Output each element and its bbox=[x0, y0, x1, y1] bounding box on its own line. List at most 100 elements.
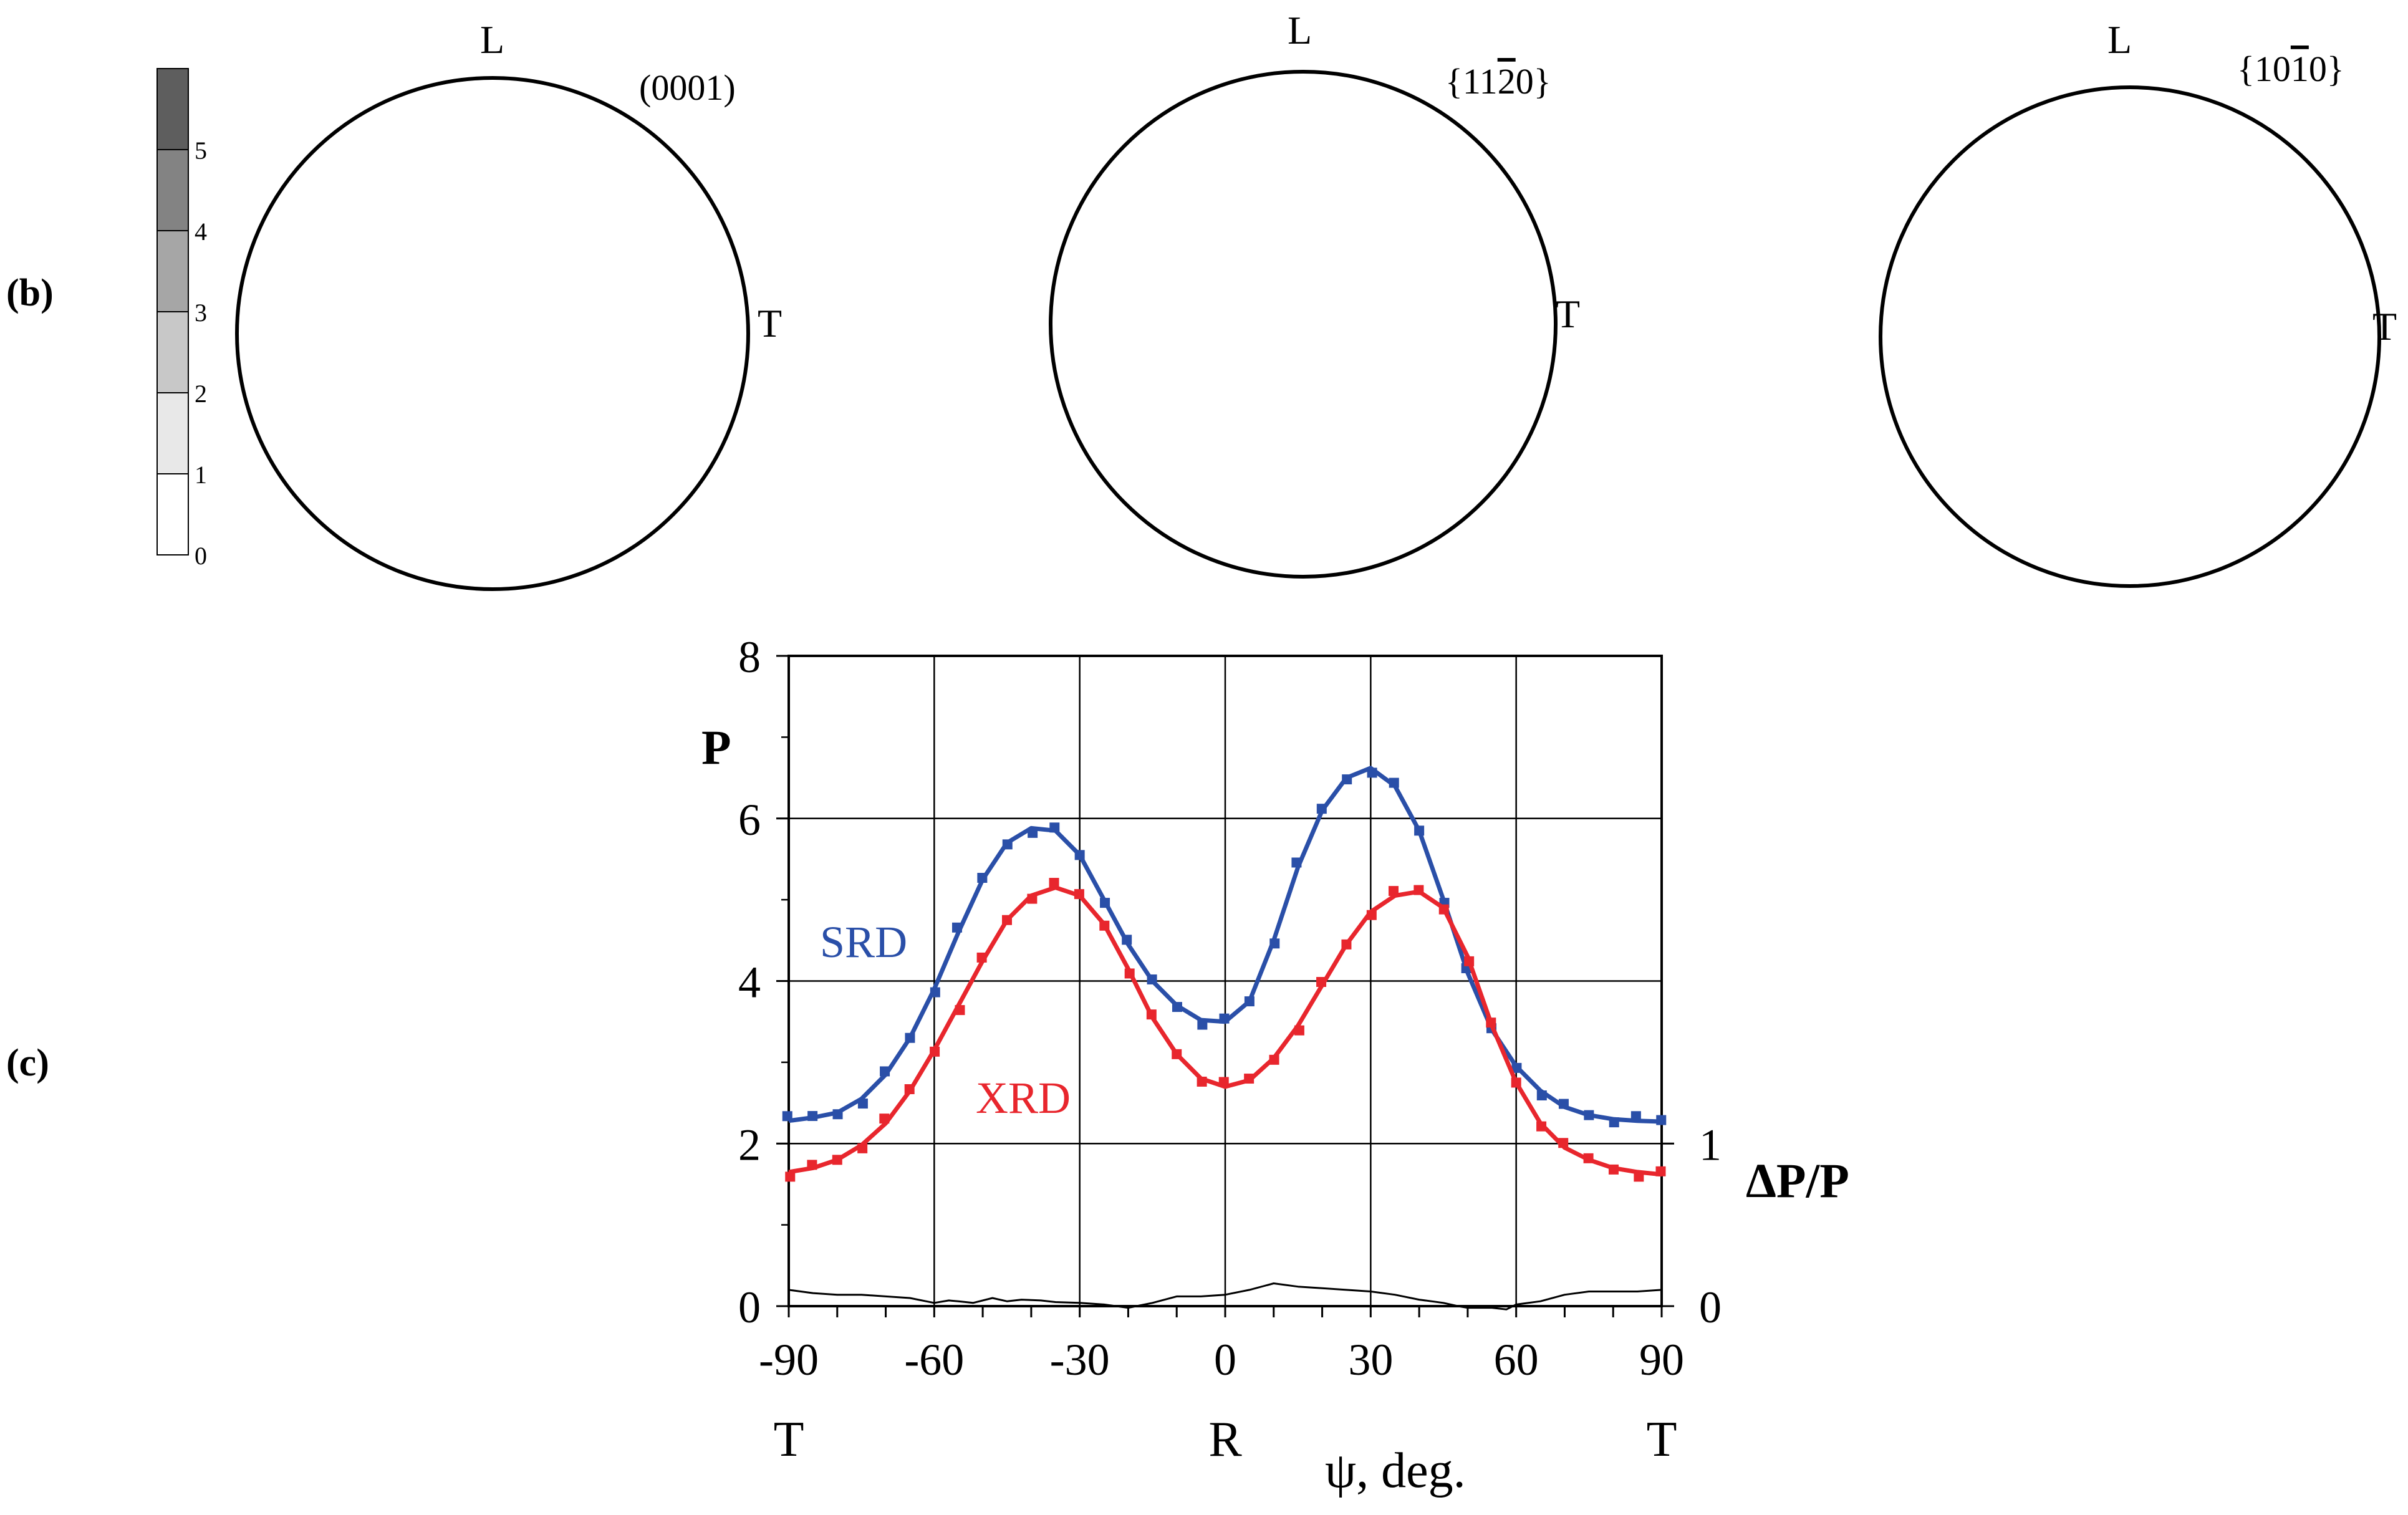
srd-data-point bbox=[782, 1111, 792, 1122]
scale-level-4 bbox=[157, 149, 189, 231]
pole-figure-top-label: L bbox=[2107, 17, 2132, 62]
pole-figure-top-label: L bbox=[480, 17, 504, 62]
panel-c-label: (c) bbox=[6, 1042, 49, 1084]
srd-data-point bbox=[1074, 850, 1085, 860]
xrd-data-point bbox=[1366, 910, 1377, 920]
pole-figure-title: (0001) bbox=[639, 67, 736, 108]
srd-data-point bbox=[1558, 1099, 1569, 1109]
pole-figure-0001: L T (0001) bbox=[235, 17, 782, 591]
xrd-data-point bbox=[1608, 1164, 1619, 1175]
xrd-data-point bbox=[1655, 1166, 1666, 1176]
intensity-chart: -90 -60 -30 0 30 60 90 0 2 4 6 8 0 1 T R T P ΔP/P ψ, deg… bbox=[701, 632, 1849, 1498]
xrd-data-point bbox=[1558, 1138, 1569, 1148]
srd-data-point bbox=[1028, 827, 1038, 838]
srd-data-point bbox=[930, 987, 940, 998]
x-tick-label: 60 bbox=[1494, 1335, 1539, 1385]
xrd-data-point bbox=[1316, 977, 1327, 988]
pole-figure-title: {1120} bbox=[1445, 61, 1551, 102]
xrd-data-point bbox=[1511, 1077, 1521, 1088]
xrd-data-point bbox=[1027, 893, 1038, 904]
miller-index-part: {10 bbox=[2237, 49, 2291, 89]
xrd-data-point bbox=[1218, 1077, 1229, 1087]
y2-axis-title: ΔP/P bbox=[1746, 1153, 1849, 1208]
srd-data-point bbox=[1100, 898, 1110, 908]
srd-data-point bbox=[1049, 822, 1060, 833]
srd-data-point bbox=[1609, 1117, 1619, 1128]
scale-level-3 bbox=[157, 230, 189, 312]
xrd-data-point bbox=[1583, 1153, 1594, 1163]
srd-data-point bbox=[880, 1066, 890, 1077]
y-tick-label: 0 bbox=[738, 1282, 761, 1332]
srd-data-point bbox=[1002, 839, 1013, 850]
srd-data-point bbox=[1414, 825, 1425, 836]
srd-data-point bbox=[1219, 1013, 1230, 1024]
miller-index-part: 0} bbox=[1516, 61, 1551, 102]
x-tick-label: -60 bbox=[904, 1335, 964, 1385]
xrd-data-point bbox=[879, 1113, 890, 1124]
panel-b-label: (b) bbox=[6, 272, 54, 314]
xrd-data-point bbox=[785, 1171, 796, 1182]
pole-figure-top-label: L bbox=[1288, 8, 1312, 52]
srd-data-point bbox=[832, 1109, 843, 1120]
srd-data-point bbox=[905, 1032, 915, 1043]
scale-tick-label: 4 bbox=[195, 218, 207, 246]
xrd-data-point bbox=[1074, 889, 1084, 900]
intensity-scale-bar: 0 1 2 3 4 5 bbox=[157, 68, 207, 570]
srd-data-point bbox=[1291, 857, 1302, 868]
srd-data-point bbox=[1122, 935, 1132, 945]
srd-data-point bbox=[1269, 938, 1280, 949]
srd-data-point bbox=[1342, 774, 1352, 785]
srd-data-point bbox=[1656, 1115, 1667, 1125]
srd-data-point bbox=[1389, 777, 1399, 788]
chart-series bbox=[782, 766, 1667, 1311]
xrd-data-point bbox=[832, 1155, 842, 1165]
y2-tick-label: 1 bbox=[1699, 1120, 1722, 1170]
srd-data-point bbox=[1630, 1111, 1641, 1122]
srd-data-point bbox=[1197, 1019, 1208, 1030]
pole-figure-10-10: L T {1010} bbox=[1879, 17, 2397, 588]
pole-figure-title: {1010} bbox=[2237, 49, 2344, 89]
scale-level-0 bbox=[157, 473, 189, 556]
x-axis-title: ψ, deg. bbox=[1325, 1443, 1466, 1498]
xrd-data-point bbox=[930, 1046, 940, 1057]
scale-level-5 bbox=[157, 68, 189, 150]
scale-tick-label: 2 bbox=[195, 380, 207, 408]
scale-tick-label: 5 bbox=[195, 137, 207, 165]
y-tick-label: 2 bbox=[738, 1120, 761, 1170]
xrd-data-point bbox=[1536, 1121, 1547, 1132]
x-position-label: T bbox=[1647, 1412, 1677, 1467]
xrd-data-point bbox=[1099, 920, 1110, 931]
difference-line bbox=[788, 1282, 1662, 1311]
y-axis-title: P bbox=[701, 720, 731, 774]
xrd-data-point bbox=[1049, 878, 1059, 888]
srd-data-point bbox=[1367, 767, 1377, 778]
xrd-data-point bbox=[955, 1005, 965, 1016]
srd-data-point bbox=[1316, 804, 1327, 814]
pole-figure-11-20: L T {1120} bbox=[1049, 8, 1580, 579]
chart-ticks: -90 -60 -30 0 30 60 90 0 2 4 6 8 0 1 T R T bbox=[738, 632, 1722, 1467]
pole-figure-right-label: T bbox=[2372, 304, 2397, 349]
srd-data-point bbox=[977, 873, 988, 883]
series-label-xrd: XRD bbox=[976, 1073, 1071, 1123]
srd-data-point bbox=[807, 1111, 818, 1122]
xrd-data-point bbox=[1341, 939, 1352, 950]
xrd-data-point bbox=[1634, 1171, 1644, 1182]
xrd-data-point bbox=[1244, 1074, 1255, 1084]
y-tick-label: 4 bbox=[738, 958, 761, 1008]
xrd-data-point bbox=[857, 1143, 868, 1153]
xrd-data-point bbox=[1464, 956, 1475, 966]
scale-level-1 bbox=[157, 392, 189, 474]
miller-index-overbar: 2 bbox=[1498, 61, 1516, 102]
xrd-data-point bbox=[1002, 915, 1012, 925]
xrd-data-point bbox=[1294, 1025, 1304, 1036]
y-tick-label: 8 bbox=[738, 632, 761, 682]
x-tick-label: -30 bbox=[1050, 1335, 1110, 1385]
miller-index-part: {11 bbox=[1445, 61, 1498, 102]
xrd-data-point bbox=[1486, 1017, 1496, 1028]
scale-tick-label: 3 bbox=[195, 299, 207, 327]
x-position-label: T bbox=[774, 1412, 804, 1467]
srd-data-point bbox=[1172, 1002, 1182, 1012]
srd-data-point bbox=[951, 922, 962, 933]
y2-tick-label: 0 bbox=[1699, 1282, 1722, 1332]
